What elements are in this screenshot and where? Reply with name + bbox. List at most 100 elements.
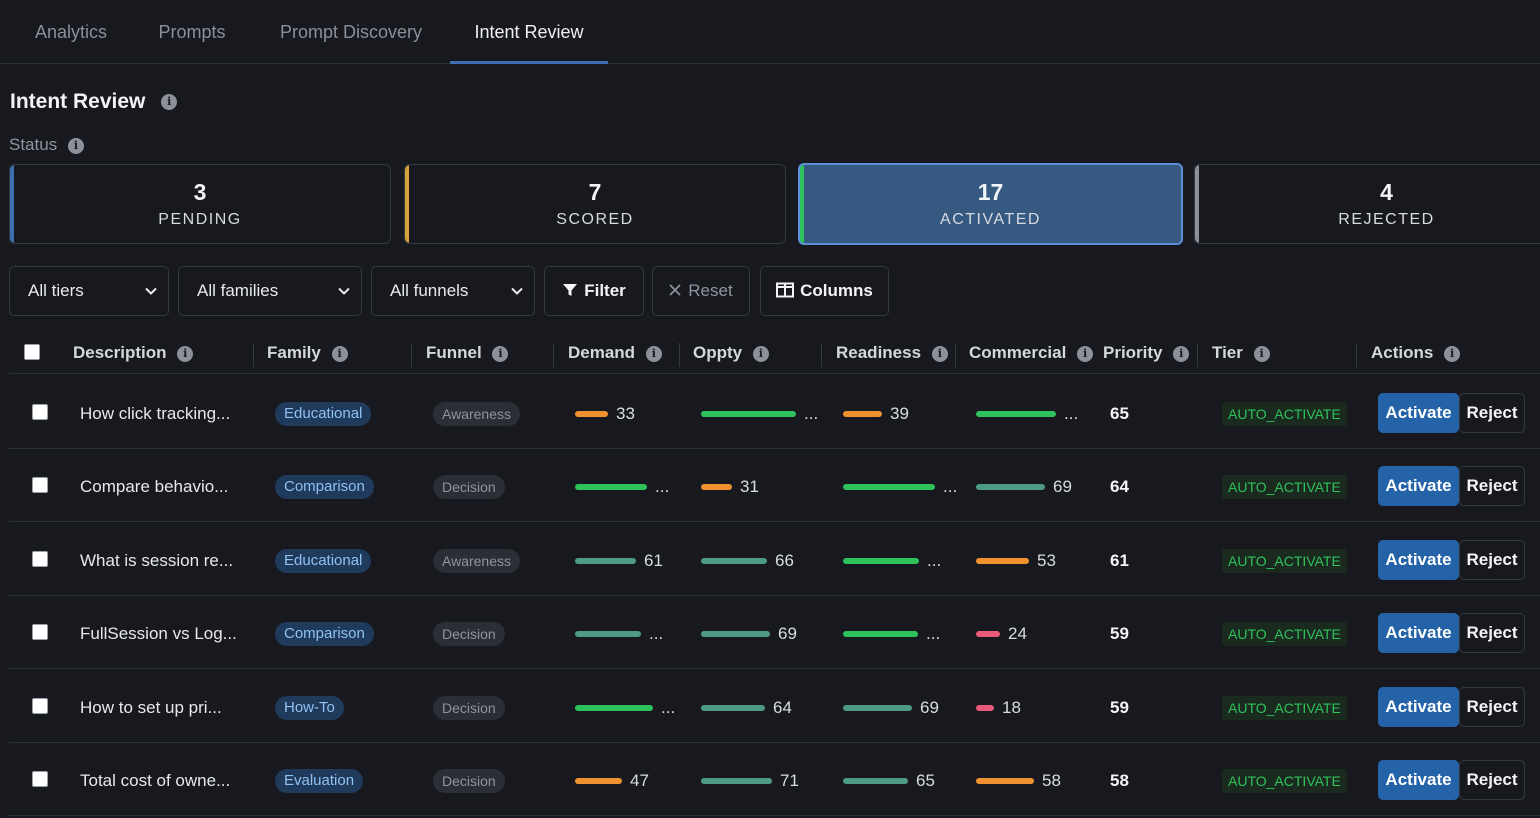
col-header-label: Demand: [568, 343, 636, 362]
demand-bar: [575, 778, 622, 784]
demand-bar: [575, 558, 636, 564]
reset-button[interactable]: Reset: [652, 266, 750, 316]
row-checkbox[interactable]: [32, 477, 48, 493]
info-icon[interactable]: i: [1077, 345, 1094, 362]
description-cell[interactable]: Compare behavio...: [80, 477, 229, 496]
info-icon[interactable]: i: [645, 345, 662, 362]
description-cell[interactable]: How click tracking...: [80, 404, 231, 423]
oppty-value: 69: [778, 624, 797, 643]
activate-button[interactable]: Activate: [1378, 687, 1459, 727]
readiness-value: 69: [920, 698, 939, 717]
col-divider: [821, 343, 822, 367]
tab-intent-review[interactable]: Intent Review: [474, 22, 584, 42]
col-header-oppty[interactable]: Oppty i: [693, 343, 769, 363]
status-card-scored[interactable]: 7 SCORED: [404, 164, 786, 244]
commercial-value: 53: [1037, 551, 1056, 570]
col-header-demand[interactable]: Demand i: [568, 343, 662, 363]
demand-value: ...: [655, 477, 670, 496]
description-cell[interactable]: FullSession vs Log...: [80, 624, 237, 643]
filter-button[interactable]: Filter: [544, 266, 644, 316]
oppty-value: 66: [775, 551, 794, 570]
activate-button[interactable]: Activate: [1378, 540, 1459, 580]
info-icon[interactable]: i: [177, 345, 194, 362]
tier-select-value: All tiers: [28, 281, 84, 300]
funnel-badge: Decision: [433, 475, 505, 499]
oppty-bar: [701, 484, 732, 490]
demand-value: 33: [616, 404, 635, 423]
info-icon[interactable]: i: [1173, 345, 1190, 362]
activate-button[interactable]: Activate: [1378, 760, 1459, 800]
reject-button[interactable]: Reject: [1459, 687, 1525, 727]
family-badge: Evaluation: [275, 769, 364, 793]
readiness-bar: [843, 705, 912, 711]
columns-button[interactable]: Columns: [760, 266, 889, 316]
reject-button[interactable]: Reject: [1459, 760, 1525, 800]
select-all-checkbox[interactable]: [24, 344, 40, 360]
tab-prompts[interactable]: Prompts: [158, 22, 226, 42]
col-header-actions: Actions i: [1371, 343, 1461, 363]
info-icon[interactable]: i: [1253, 345, 1270, 362]
activate-button[interactable]: Activate: [1378, 466, 1459, 506]
status-card-rejected[interactable]: 4 REJECTED: [1194, 164, 1540, 244]
reject-button[interactable]: Reject: [1459, 540, 1525, 580]
description-cell[interactable]: How to set up pri...: [80, 698, 222, 717]
col-header-label: Commercial: [969, 343, 1067, 362]
row-checkbox[interactable]: [32, 551, 48, 567]
tier-badge: AUTO_ACTIVATE: [1222, 696, 1347, 720]
info-icon[interactable]: i: [492, 345, 509, 362]
status-card-accent: [10, 165, 14, 243]
filter-icon: [563, 284, 578, 296]
status-label: SCORED: [556, 211, 634, 228]
tab-analytics[interactable]: Analytics: [34, 22, 108, 42]
table-row: What is session re... Educational Awaren…: [9, 523, 1540, 596]
col-header-priority[interactable]: Priority i: [1103, 343, 1190, 363]
info-icon[interactable]: i: [752, 345, 769, 362]
reject-button[interactable]: Reject: [1459, 613, 1525, 653]
demand-value: 47: [630, 771, 649, 790]
info-icon[interactable]: i: [161, 94, 178, 111]
info-icon[interactable]: i: [331, 345, 348, 362]
reject-button[interactable]: Reject: [1459, 393, 1525, 433]
row-checkbox[interactable]: [32, 404, 48, 420]
activate-button[interactable]: Activate: [1378, 393, 1459, 433]
info-icon[interactable]: i: [931, 345, 948, 362]
tier-select[interactable]: All tiers: [9, 266, 169, 316]
oppty-value: ...: [804, 404, 819, 423]
tab-prompt-discovery[interactable]: Prompt Discovery: [279, 22, 423, 42]
readiness-bar: [843, 631, 918, 637]
col-header-readiness[interactable]: Readiness i: [836, 343, 948, 363]
demand-bar: [575, 411, 608, 417]
row-checkbox[interactable]: [32, 698, 48, 714]
demand-bar: [575, 705, 653, 711]
row-checkbox[interactable]: [32, 771, 48, 787]
priority-value: 58: [1110, 771, 1129, 790]
row-checkbox[interactable]: [32, 624, 48, 640]
col-header-label: Readiness: [836, 343, 922, 362]
reject-button[interactable]: Reject: [1459, 466, 1525, 506]
description-cell[interactable]: Total cost of owne...: [80, 771, 231, 790]
col-header-commercial[interactable]: Commercial i: [969, 343, 1094, 363]
columns-button-label: Columns: [800, 281, 873, 300]
status-section-label: Status i: [9, 135, 84, 155]
table-row: FullSession vs Log... Comparison Decisio…: [9, 596, 1540, 669]
description-cell[interactable]: What is session re...: [80, 551, 234, 570]
activate-button[interactable]: Activate: [1378, 613, 1459, 653]
col-header-description[interactable]: Description i: [73, 343, 194, 363]
funnel-select[interactable]: All funnels: [371, 266, 535, 316]
funnel-badge: Awareness: [433, 549, 521, 573]
status-card-activated[interactable]: 17 ACTIVATED: [798, 163, 1183, 245]
col-header-family[interactable]: Family i: [267, 343, 348, 363]
info-icon[interactable]: i: [67, 137, 84, 154]
demand-bar: [575, 631, 641, 637]
info-icon[interactable]: i: [1444, 345, 1461, 362]
col-header-tier[interactable]: Tier i: [1212, 343, 1270, 363]
col-header-label: Priority: [1103, 343, 1163, 362]
status-card-accent: [800, 165, 804, 243]
status-card-pending[interactable]: 3 PENDING: [9, 164, 391, 244]
status-label: PENDING: [158, 211, 242, 228]
family-select[interactable]: All families: [178, 266, 362, 316]
commercial-bar: [976, 631, 1000, 637]
col-header-funnel[interactable]: Funnel i: [426, 343, 509, 363]
col-header-label: Actions: [1371, 343, 1434, 362]
col-header-label: Tier: [1212, 343, 1243, 362]
